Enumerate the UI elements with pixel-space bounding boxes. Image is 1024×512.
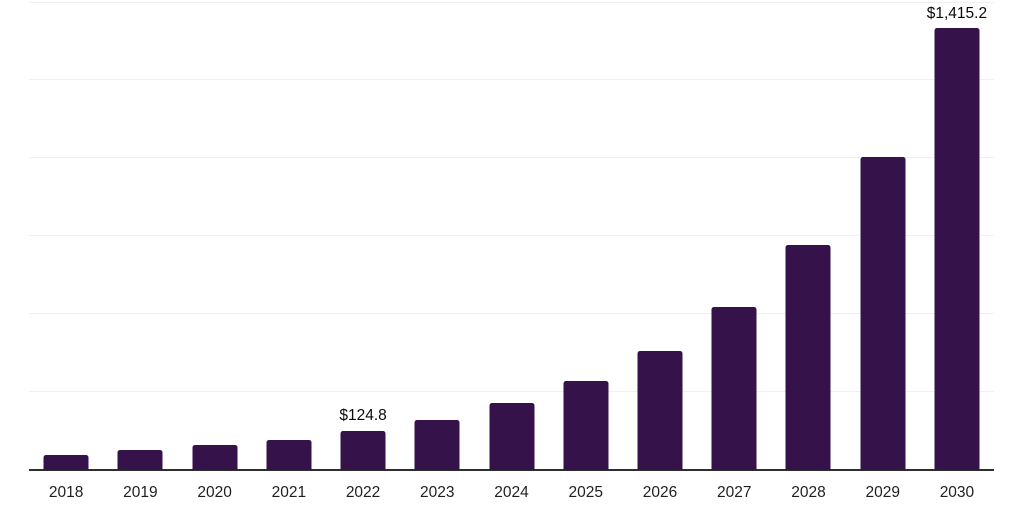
bar-2022 (340, 430, 386, 470)
bar-column (697, 2, 771, 470)
x-axis-label-2024: 2024 (494, 484, 529, 501)
bar-2030 (934, 28, 980, 470)
bar-column (177, 2, 251, 470)
x-axis-labels: 2018 2019 2020 2021 2022 2023 2024 2025 2026 2027… (29, 484, 994, 503)
bar-value-label-2022: $124.8 (339, 407, 387, 425)
gridline (29, 235, 994, 237)
x-axis-label-2025: 2025 (568, 484, 603, 501)
bar-column: $1,415.2 (920, 2, 994, 470)
bar-2021 (266, 440, 312, 470)
bar-2026 (637, 350, 683, 470)
bar-2027 (711, 306, 757, 470)
x-axis-label-2021: 2021 (271, 484, 307, 501)
gridline (29, 1, 994, 3)
x-axis-label-2030: 2030 (939, 484, 975, 501)
bar-column (103, 2, 177, 470)
x-axis-label-2022: 2022 (345, 484, 381, 501)
bar-2018 (43, 455, 89, 470)
bar-column (549, 2, 623, 470)
bar-2028 (785, 244, 831, 470)
x-axis-label-2020: 2020 (197, 484, 232, 501)
x-axis-line (29, 468, 994, 471)
x-axis-label-2019: 2019 (123, 484, 158, 501)
gridline (29, 391, 994, 393)
bar-2023 (414, 420, 460, 470)
bar-2025 (563, 381, 609, 470)
bar-column: $124.8 (326, 2, 400, 470)
bar-column (474, 2, 548, 470)
bar-column (846, 2, 920, 470)
gridline (29, 157, 994, 159)
bar-2019 (117, 449, 163, 470)
x-axis-label-2018: 2018 (48, 484, 84, 501)
bar-2020 (192, 445, 238, 470)
x-axis-label-2029: 2029 (865, 484, 900, 501)
bar-2024 (489, 402, 535, 470)
bar-2029 (860, 156, 906, 470)
gridline (29, 313, 994, 315)
bar-column (400, 2, 474, 470)
bar-column (623, 2, 697, 470)
x-axis-label-2023: 2023 (420, 484, 455, 501)
x-axis-label-2028: 2028 (791, 484, 826, 501)
bar-column (252, 2, 326, 470)
bar-column (771, 2, 845, 470)
bar-column (29, 2, 103, 470)
bar-value-label-2030: $1,415.2 (926, 4, 988, 22)
gridline (29, 79, 994, 81)
plot-area: $124.8 $1,415.2 (29, 1, 994, 471)
bar-series: $124.8 $1,415.2 (29, 2, 994, 470)
x-axis-label-2026: 2026 (642, 484, 678, 501)
x-axis-label-2027: 2027 (716, 484, 752, 501)
